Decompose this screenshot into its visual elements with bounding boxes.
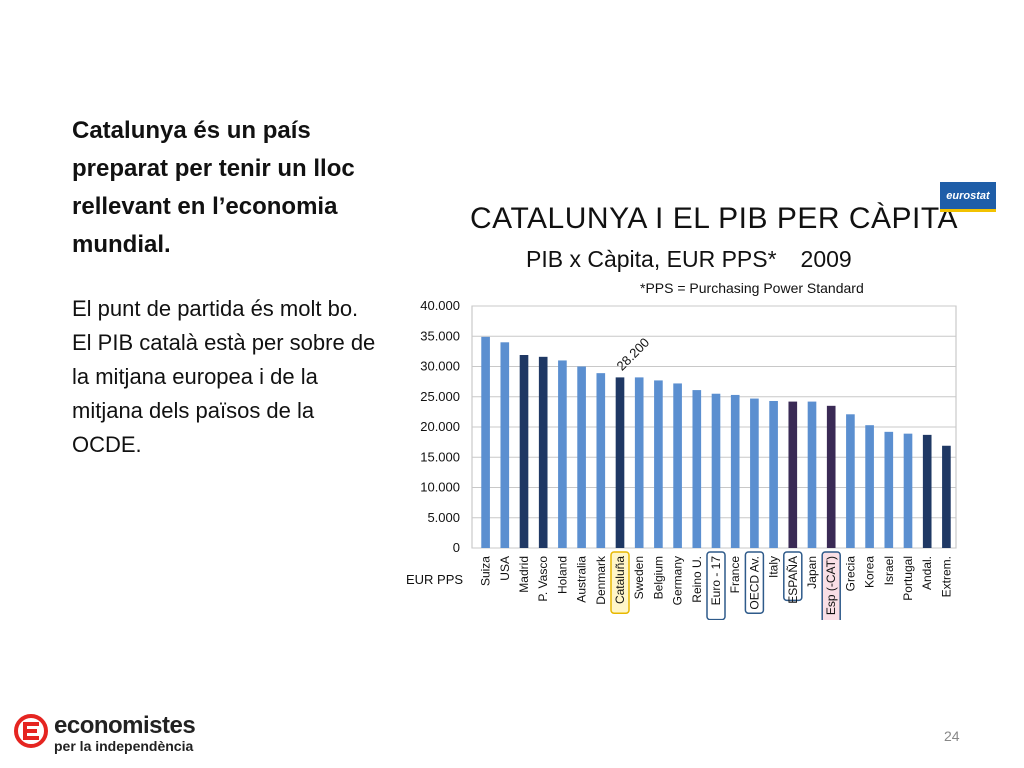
x-tick-label: Sweden (632, 556, 646, 599)
bar-reino-u- (692, 390, 702, 548)
x-tick-label: Reino U. (690, 556, 704, 603)
x-tick-label: Denmark (594, 555, 608, 605)
bar-andal- (922, 434, 932, 548)
y-tick-label: 35.000 (420, 328, 460, 343)
x-tick-label: Andal. (920, 556, 934, 590)
chart-subtitle-text: PIB x Càpita, EUR PPS* (526, 246, 777, 272)
x-tick-label: Euro - 17 (709, 556, 723, 606)
x-tick-label: Grecia (843, 556, 857, 592)
x-tick-label: Portugal (901, 556, 915, 601)
y-tick-label: 30.000 (420, 359, 460, 374)
bar-grecia (846, 414, 855, 548)
category-highlight-box (706, 551, 726, 620)
data-label-cataluna: 28.200 (614, 335, 653, 374)
chart-year: 2009 (800, 246, 852, 272)
x-tick-label: OECD Av. (747, 556, 761, 610)
bar-denmark (596, 373, 606, 548)
category-highlight-box (783, 551, 803, 602)
chart-subtitle: PIB x Càpita, EUR PPS* 2009 (526, 246, 852, 273)
slide-body-text: El punt de partida és molt bo. El PIB ca… (72, 296, 376, 457)
x-tick-label: Cataluña (613, 556, 627, 604)
bar-portugal (903, 433, 913, 548)
x-tick-label: Israel (882, 556, 896, 585)
bar-p-vasco (538, 356, 548, 548)
category-highlight-box (821, 551, 841, 620)
bar-chart: 0 5.000 10.000 15.000 20.000 25.000 30.000 35.0… (406, 298, 957, 620)
x-tick-label: Suiza (479, 556, 493, 586)
bar-germany (673, 383, 682, 548)
x-tick-label: Italy (767, 556, 781, 578)
chart-title: CATALUNYA I EL PIB PER CÀPITA (470, 202, 958, 235)
eurostat-logo: eurostat (940, 182, 996, 212)
bar-australia (577, 366, 586, 548)
logo-mark-icon (14, 714, 48, 748)
y-tick-label: 5.000 (427, 510, 460, 525)
bar-israel (884, 431, 894, 548)
category-highlight-box (610, 551, 630, 614)
y-tick-label: 20.000 (420, 419, 460, 434)
category-highlight-box (744, 551, 765, 614)
x-tick-label: Esp (-CAT) (824, 556, 838, 615)
bar-france (730, 394, 740, 548)
chart-note: *PPS = Purchasing Power Standard (640, 280, 864, 296)
organization-logo: economistes per la independència (14, 712, 204, 756)
x-tick-label: Japan (805, 556, 819, 589)
slide-heading: Catalunya és un país preparat per tenir … (72, 117, 355, 258)
y-tick-label: 0 (453, 540, 460, 555)
y-tick-label: 25.000 (420, 389, 460, 404)
bar-catalu-a (615, 377, 625, 548)
x-tick-label: P. Vasco (536, 556, 550, 602)
x-tick-label: Holand (555, 556, 569, 594)
bar-madrid (519, 355, 529, 548)
page-number: 24 (944, 728, 960, 744)
x-axis-label: EUR PPS (406, 572, 463, 587)
bar-euro-17 (711, 393, 721, 548)
bar-holand (558, 360, 567, 548)
bar-oecd-av- (750, 398, 759, 548)
x-tick-label: USA (498, 556, 512, 581)
logo-text-main: economistes (54, 712, 196, 739)
x-tick-label: Korea (863, 556, 877, 588)
x-tick-label: Australia (575, 556, 589, 603)
bar-sweden (634, 377, 644, 548)
y-tick-label: 40.000 (420, 298, 460, 313)
bar-belgium (654, 380, 663, 548)
bar-korea (865, 425, 874, 548)
x-tick-label: France (728, 556, 742, 594)
bar-espa-a (788, 401, 798, 548)
x-tick-label: ESPAÑA (786, 556, 800, 604)
bar-italy (769, 400, 778, 548)
bar-usa (500, 342, 510, 548)
bar-japan (807, 401, 817, 548)
bar-suiza (481, 336, 490, 548)
bar-esp-cat- (826, 405, 836, 548)
logo-text-sub: per la independència (54, 738, 194, 754)
y-tick-label: 15.000 (420, 449, 460, 464)
x-tick-label: Madrid (517, 556, 531, 593)
bar-extrem- (942, 445, 951, 548)
y-tick-label: 10.000 (420, 480, 460, 495)
x-tick-label: Extrem. (939, 556, 953, 597)
x-tick-label: Germany (671, 556, 685, 605)
x-tick-label: Belgium (651, 556, 665, 599)
